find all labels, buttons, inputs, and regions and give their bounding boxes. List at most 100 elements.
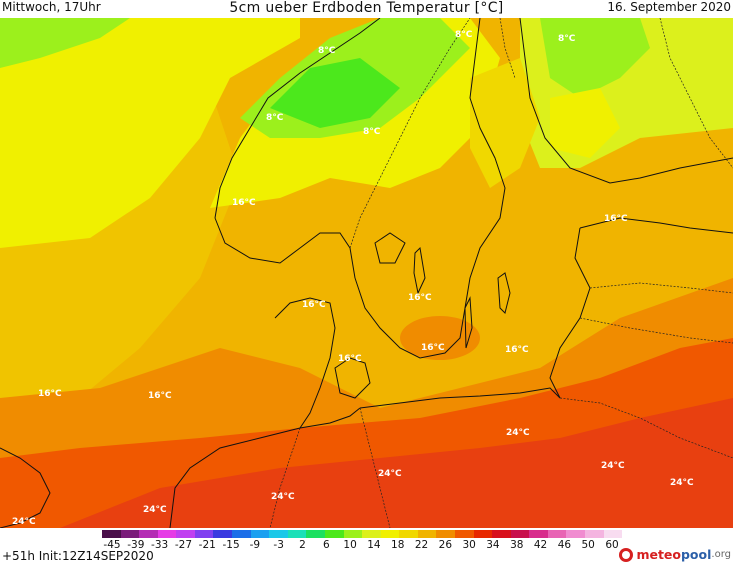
brand-part-3: .org: [711, 549, 731, 560]
value-label: 8°C: [266, 113, 284, 123]
value-label: 24°C: [143, 505, 167, 515]
color-scale-swatch: [120, 530, 140, 538]
meteopool-logo-icon: [619, 547, 634, 562]
germany-borders: [269, 427, 301, 528]
value-label: 16°C: [421, 343, 445, 353]
color-scale-swatch: [157, 530, 177, 538]
value-label: 8°C: [455, 30, 473, 40]
value-label: 24°C: [670, 478, 694, 488]
value-label: 16°C: [505, 345, 529, 355]
field-northwest-green: [0, 18, 130, 68]
temperature-map: 8°C 8°C 8°C 8°C 8°C 16°C 16°C 16°C 16°C …: [0, 18, 733, 528]
color-scale-swatch: [585, 530, 604, 538]
value-label: 16°C: [302, 300, 326, 310]
color-scale-tick: 6: [322, 539, 330, 551]
finland-coast: [519, 18, 733, 184]
brand-part-2: pool: [680, 547, 712, 562]
value-label: 16°C: [232, 198, 256, 208]
color-scale-tick: 38: [510, 539, 524, 551]
germany-coast: [299, 407, 361, 429]
brand-part-1: meteo: [636, 547, 681, 562]
valid-date-label: 16. September 2020: [607, 0, 731, 14]
estonia-coast: [579, 217, 733, 234]
netherlands-coast: [169, 427, 301, 528]
color-scale-tick: 10: [343, 539, 357, 551]
color-scale-tick: -9: [249, 539, 261, 551]
color-scale-swatch: [139, 530, 158, 538]
valid-time-label: Mittwoch, 17Uhr: [2, 0, 101, 14]
color-scale-tick: 22: [414, 539, 429, 551]
color-scale-tick: -33: [151, 539, 169, 551]
value-label: 16°C: [38, 389, 62, 399]
color-scale-swatch: [547, 530, 567, 538]
color-scale-tick: -39: [127, 539, 145, 551]
color-scale-tick: 42: [533, 539, 548, 551]
finland-russia-border: [659, 18, 733, 169]
value-label: 16°C: [604, 214, 628, 224]
color-scale-swatch: [324, 530, 344, 538]
color-scale-swatch: [417, 530, 437, 538]
value-label: 16°C: [148, 391, 172, 401]
oeland: [464, 296, 473, 349]
color-scale-tick: 14: [367, 539, 381, 551]
color-scale-swatch: [454, 530, 474, 538]
value-label: 8°C: [363, 127, 381, 137]
value-label: 24°C: [601, 461, 625, 471]
color-scale-tick: 46: [557, 539, 572, 551]
value-label: 24°C: [378, 469, 402, 479]
color-scale-swatch: [399, 530, 418, 538]
color-scale-tick: 30: [462, 539, 476, 551]
color-scale-swatch: [194, 530, 214, 538]
borders: [269, 18, 733, 528]
header-bar: Mittwoch, 17Uhr 5cm ueber Erdboden Tempe…: [0, 0, 733, 18]
norway-south-coast: [214, 217, 356, 279]
brand-logo[interactable]: meteo pool .org: [619, 547, 731, 562]
poland-coast: [359, 387, 561, 409]
color-scale-tick: 2: [299, 539, 306, 551]
norway-sweden-border: [349, 18, 471, 249]
vanern-lake: [374, 232, 406, 264]
field-finland-green: [540, 18, 650, 98]
color-scale-tick: 34: [486, 539, 500, 551]
footer-bar: -45 -39 -33 -27 -21 -15 -9 -3 2 6 10 14 18 22 26 30 34 38…: [0, 528, 733, 566]
map-title: 5cm ueber Erdboden Temperatur [°C]: [229, 0, 504, 16]
field-norway-green2: [270, 58, 400, 128]
color-scale-swatch: [269, 530, 288, 538]
color-scale-swatch: [306, 530, 325, 538]
color-scale-tick: 26: [438, 539, 453, 551]
color-scale-bar: [102, 530, 623, 538]
color-scale-tick: 50: [581, 539, 595, 551]
value-label: 24°C: [271, 492, 295, 502]
color-scale-swatch: [232, 530, 251, 538]
model-run-label: +51h Init:12Z14SEP2020: [2, 549, 154, 563]
color-scale-swatch: [343, 530, 363, 538]
color-scale-swatch: [362, 530, 381, 538]
gotland: [497, 272, 511, 314]
color-scale-swatch: [529, 530, 548, 538]
value-label: 24°C: [12, 517, 36, 527]
color-scale-tick: -27: [174, 539, 192, 551]
value-label: 24°C: [506, 428, 530, 438]
color-scale-swatch: [436, 530, 455, 538]
color-scale-swatch: [492, 530, 511, 538]
color-scale-swatch: [566, 530, 586, 538]
color-scale-tick: -45: [103, 539, 121, 551]
poland-borders: [359, 397, 733, 528]
color-scale-swatch: [473, 530, 493, 538]
field-south-hotter: [60, 398, 733, 528]
color-scale-swatch: [510, 530, 530, 538]
value-labels: 8°C 8°C 8°C 8°C 8°C 16°C 16°C 16°C 16°C …: [12, 30, 694, 527]
baltic-borders: [579, 282, 733, 344]
color-scale-swatch: [213, 530, 233, 538]
color-scale-swatch: [176, 530, 195, 538]
vattern-lake: [413, 246, 426, 295]
uk-coast: [0, 447, 51, 528]
color-scale-ticks: -45 -39 -33 -27 -21 -15 -9 -3 2 6 10 14 18 22 26 30 34 38…: [102, 539, 622, 551]
color-scale-swatch: [603, 530, 623, 538]
color-scale-tick: -3: [273, 539, 284, 551]
norway-coast: [214, 18, 381, 219]
field-atlantic-cool: [0, 18, 300, 248]
color-scale-swatch: [287, 530, 307, 538]
color-scale-swatch: [250, 530, 270, 538]
sweden-west-coast: [354, 18, 506, 359]
